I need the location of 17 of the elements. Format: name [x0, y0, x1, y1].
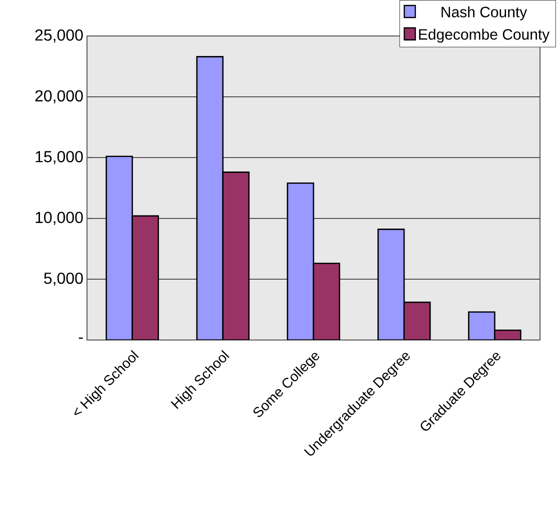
y-tick-label: 15,000: [36, 150, 83, 164]
bar: [106, 156, 133, 340]
y-tick-label: 5,000: [44, 272, 83, 286]
y-tick-label: 20,000: [35, 90, 83, 104]
y-tick-label: 10,000: [36, 212, 83, 225]
bar: [403, 302, 431, 340]
legend-label: Nash County: [442, 6, 528, 20]
legend-label: Edgecombe County: [419, 28, 550, 43]
bar: [468, 311, 496, 340]
bar: [132, 215, 159, 340]
bar: [196, 56, 224, 340]
bar: [312, 262, 340, 340]
bar: [222, 172, 250, 340]
bar: [377, 228, 405, 340]
bar: [286, 182, 314, 340]
y-tick-label: -: [78, 338, 83, 339]
y-tick-label: 25,000: [35, 29, 83, 43]
